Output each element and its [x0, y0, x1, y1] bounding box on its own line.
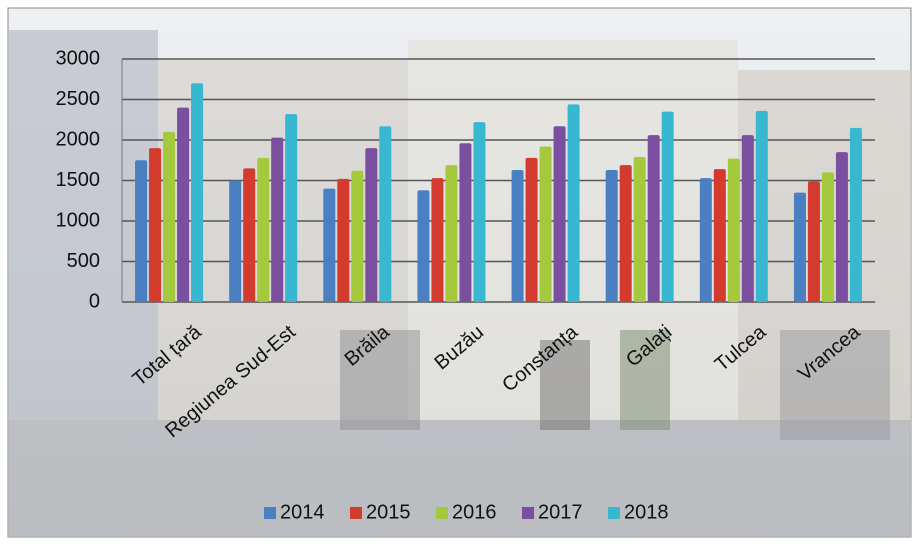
bar: [512, 170, 524, 302]
bar: [473, 122, 485, 302]
bar: [417, 190, 429, 302]
y-tick-label: 2000: [56, 128, 101, 150]
bar: [191, 83, 203, 302]
bar: [445, 165, 457, 302]
bar: [714, 169, 726, 302]
bar: [285, 114, 297, 302]
y-tick-label: 2500: [56, 88, 101, 110]
legend-label: 2018: [624, 501, 669, 523]
bar: [135, 160, 147, 302]
bar: [850, 128, 862, 302]
bar: [700, 178, 712, 302]
legend-swatch: [436, 507, 448, 519]
bar: [257, 158, 269, 302]
legend-label: 2015: [366, 501, 411, 523]
bar: [554, 126, 566, 302]
legend-swatch: [350, 507, 362, 519]
bar: [728, 159, 740, 302]
legend-label: 2016: [452, 501, 497, 523]
bar: [822, 172, 834, 302]
chart: 050010001500200025003000Total țarăRegiun…: [0, 0, 919, 545]
bar: [648, 135, 660, 302]
bar: [634, 157, 646, 302]
bar: [431, 178, 443, 302]
bar: [808, 181, 820, 302]
y-tick-label: 1500: [56, 169, 101, 191]
y-tick-label: 0: [89, 290, 100, 312]
bar: [459, 143, 471, 302]
bar: [229, 181, 241, 303]
bar: [379, 126, 391, 302]
bar: [756, 111, 768, 302]
bar: [794, 193, 806, 302]
bar: [177, 108, 189, 302]
bar: [337, 179, 349, 302]
bar: [163, 132, 175, 302]
bar: [365, 148, 377, 302]
legend-label: 2017: [538, 501, 583, 523]
bar: [149, 148, 161, 302]
bar: [662, 112, 674, 302]
legend-swatch: [264, 507, 276, 519]
y-tick-label: 3000: [56, 47, 101, 69]
bar: [271, 138, 283, 302]
bar: [526, 158, 538, 302]
bar: [243, 168, 255, 302]
bar: [351, 171, 363, 302]
bar: [606, 170, 618, 302]
bar: [323, 189, 335, 302]
legend-swatch: [608, 507, 620, 519]
y-tick-label: 1000: [56, 209, 101, 231]
bar: [742, 135, 754, 302]
bar: [620, 165, 632, 302]
legend-label: 2014: [280, 501, 325, 523]
y-tick-label: 500: [67, 250, 100, 272]
bar: [540, 146, 552, 302]
bar: [836, 152, 848, 302]
bar: [568, 104, 580, 302]
legend-swatch: [522, 507, 534, 519]
